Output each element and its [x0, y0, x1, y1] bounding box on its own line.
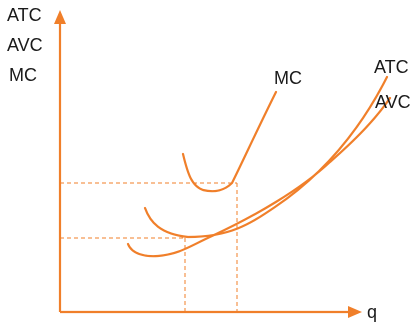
mc-series-label: MC [274, 68, 302, 88]
mc-curve [181, 90, 278, 193]
y-axis-label-atc: ATC [7, 5, 42, 25]
avc-series-label: AVC [375, 92, 411, 112]
atc-series-label: ATC [374, 57, 409, 77]
avc-curve [126, 96, 392, 258]
atc-curve [143, 75, 389, 239]
y-axis-label-mc: MC [9, 65, 37, 85]
y-axis-arrow [54, 10, 66, 24]
x-axis-arrow [348, 306, 362, 318]
y-axis-label-avc: AVC [7, 35, 43, 55]
x-axis-label: q [367, 302, 377, 322]
